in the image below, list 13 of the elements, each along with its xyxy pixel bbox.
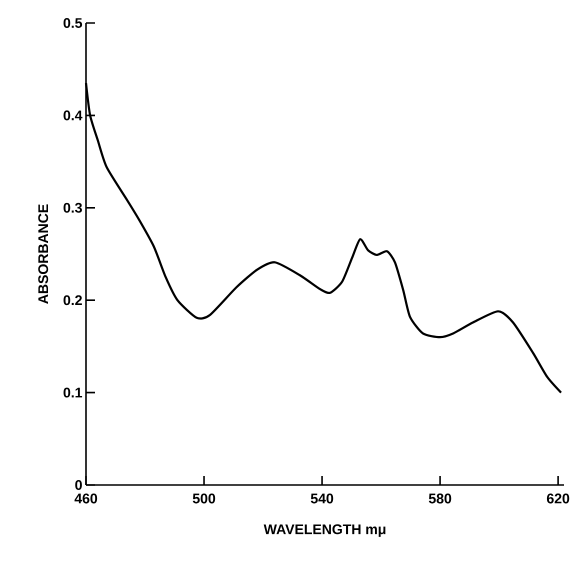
x-axis-title: WAVELENGTH mμ <box>264 524 386 537</box>
y-tick-label: 0.4 <box>64 110 82 120</box>
x-tick-label: 580 <box>428 494 452 504</box>
y-tick-label: 0.3 <box>64 202 82 213</box>
y-tick-label: 0 <box>75 480 82 490</box>
x-tick-label: 500 <box>192 494 216 504</box>
x-tick-label: 540 <box>310 494 334 504</box>
y-tick-label: 0.5 <box>64 18 82 28</box>
y-tick-label: 0.2 <box>64 295 82 306</box>
x-tick-label: 620 <box>546 494 570 504</box>
y-tick-label: 0.1 <box>64 388 82 398</box>
x-tick-label: 460 <box>74 494 98 504</box>
y-axis-title: ABSORBANCE <box>38 204 48 304</box>
